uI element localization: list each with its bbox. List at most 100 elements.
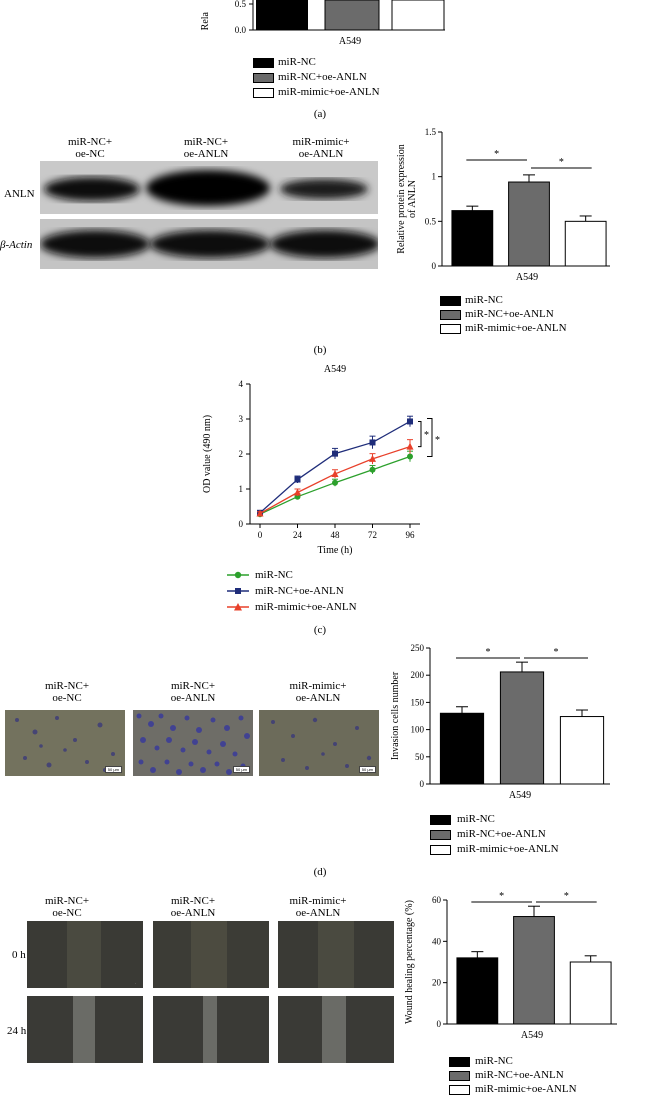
legend-label: miR-NC+oe-ANLN — [457, 828, 546, 840]
blot-row-label-actin: β-Actin — [0, 239, 33, 251]
data-point — [407, 418, 413, 425]
data-point — [331, 469, 339, 477]
blot-column-header: miR-NC+ oe-NC — [67, 136, 113, 160]
legend-swatch-mir-nc-oe-anln — [440, 310, 461, 320]
significance-star: * — [494, 149, 499, 160]
legend-swatch-mir-nc — [449, 1057, 470, 1067]
xtick-label: 48 — [331, 530, 341, 540]
ytick-label: 1 — [239, 484, 244, 494]
ytick-label: 4 — [239, 379, 244, 389]
transwell-image-mir-nc-oe-nc: 50 μm — [5, 710, 125, 776]
image-column-header: miR-NC+ oe-ANLN — [170, 680, 216, 704]
y-axis-label: Wound healing percentage (%) — [404, 900, 415, 1024]
significance-bracket — [418, 420, 422, 448]
y-axis-label: OD value (490 nm) — [202, 415, 213, 493]
wound-image-24h-mir-nc-oe-anln — [153, 996, 269, 1063]
legend-swatch-mir-nc — [253, 58, 274, 68]
svg-text:·: · — [135, 982, 136, 986]
data-point — [369, 439, 376, 446]
ytick-label: 0 — [437, 1019, 442, 1029]
legend-label: miR-NC+oe-ANLN — [278, 71, 367, 83]
ytick-label: 40 — [432, 936, 442, 946]
significance-bracket — [427, 417, 433, 457]
panel-a-bar — [324, 0, 380, 31]
significance-star: * — [564, 891, 569, 902]
legend-label: miR-NC — [278, 56, 316, 68]
legend-swatch-mir-nc — [430, 815, 451, 825]
data-point — [407, 453, 413, 460]
wound-image-24h-mir-nc-oe-nc — [27, 996, 143, 1063]
bar-mir-nc-oe-anln — [513, 916, 555, 1025]
ytick-label: 150 — [411, 697, 425, 707]
panel-a-ylabel-fragment: Rela — [200, 11, 211, 30]
legend-marker-mir-nc-oe-anln — [227, 588, 249, 594]
ytick-label: 1.5 — [425, 127, 437, 137]
image-column-header: miR-NC+ oe-NC — [44, 895, 90, 919]
data-point — [294, 476, 301, 483]
ytick-label: 0.5 — [425, 216, 437, 226]
chart-c-od-value: A549 0 1 2 3 4 0 24 48 72 96 Time (h) OD value (490 … — [202, 364, 440, 556]
panel-a-bar — [256, 0, 308, 30]
western-blot-anln — [40, 161, 378, 214]
panel-label-a: (a) — [313, 108, 327, 120]
bar-mir-mimic-oe-anln — [569, 961, 612, 1025]
row-label-24h: 24 h — [7, 1025, 27, 1037]
bar-mir-nc — [439, 712, 485, 785]
western-blot-actin — [40, 219, 378, 269]
xtick-label: 96 — [406, 530, 416, 540]
panel-a-ytick-label: 0.5 — [235, 0, 247, 9]
ytick-label: 50 — [415, 752, 425, 762]
legend-label: miR-mimic+oe-ANLN — [475, 1083, 577, 1095]
image-column-header: miR-NC+ oe-ANLN — [170, 895, 216, 919]
image-column-header: miR-mimic+ oe-ANLN — [289, 895, 347, 919]
legend-label: miR-mimic+oe-ANLN — [457, 843, 559, 855]
ytick-label: 1 — [432, 172, 437, 182]
legend-label: miR-NC+oe-ANLN — [475, 1069, 564, 1081]
xtick-label: 24 — [293, 530, 303, 540]
panel-label-d: (d) — [313, 866, 327, 878]
legend-swatch-mir-nc-oe-anln — [449, 1071, 470, 1081]
blot-anln-bands — [40, 161, 378, 214]
legend-label: miR-mimic+oe-ANLN — [255, 601, 357, 613]
y-axis-label: of ANLN — [407, 180, 418, 218]
bar-mir-nc-oe-anln — [499, 671, 545, 785]
data-point — [369, 454, 376, 462]
x-axis-label: A549 — [516, 272, 538, 283]
bar-mir-nc-oe-anln — [508, 181, 550, 267]
wound-image-24h-mir-mimic-oe-anln — [278, 996, 394, 1063]
chart-title: A549 — [324, 364, 346, 375]
legend-label: miR-NC+oe-ANLN — [465, 308, 554, 320]
bar-mir-mimic-oe-anln — [559, 716, 605, 785]
legend-label: miR-NC — [255, 569, 293, 581]
panel-label-b: (b) — [313, 344, 327, 356]
image-column-header: miR-NC+ oe-NC — [44, 680, 90, 704]
panel-a-ytick-label: 0.0 — [235, 25, 247, 35]
data-point — [256, 509, 264, 517]
scale-bar: 50 μm — [104, 766, 122, 773]
legend-label: miR-mimic+oe-ANLN — [465, 322, 567, 334]
ytick-label: 3 — [239, 414, 244, 424]
image-column-header: miR-mimic+ oe-ANLN — [289, 680, 347, 704]
ytick-label: 0 — [432, 261, 437, 271]
panel-a-bar — [391, 0, 445, 31]
significance-star: * — [554, 647, 559, 658]
bar-mir-nc — [456, 957, 499, 1025]
y-axis-label: Invasion cells number — [390, 671, 401, 760]
ytick-label: 0 — [420, 779, 425, 789]
legend-swatch-mir-mimic-oe-anln — [253, 88, 274, 98]
significance-star: * — [486, 647, 491, 658]
legend-swatch-mir-nc-oe-anln — [430, 830, 451, 840]
data-point — [369, 466, 376, 473]
legend-label: miR-mimic+oe-ANLN — [278, 86, 380, 98]
blot-column-header: miR-mimic+ oe-ANLN — [292, 136, 350, 160]
xtick-label: 0 — [258, 530, 263, 540]
scale-bar: 50 μm — [232, 766, 250, 773]
legend-swatch-mir-mimic-oe-anln — [430, 845, 451, 855]
chart-b-protein-expression: 0 0.5 1 1.5 * * A549 Relative protein expressio… — [396, 127, 610, 283]
bar-mir-mimic-oe-anln — [564, 220, 607, 267]
ytick-label: 100 — [411, 725, 425, 735]
data-point — [332, 450, 338, 457]
panel-label-c: (c) — [313, 624, 327, 636]
significance-star: * — [559, 157, 564, 168]
x-axis-label: Time (h) — [318, 545, 353, 556]
